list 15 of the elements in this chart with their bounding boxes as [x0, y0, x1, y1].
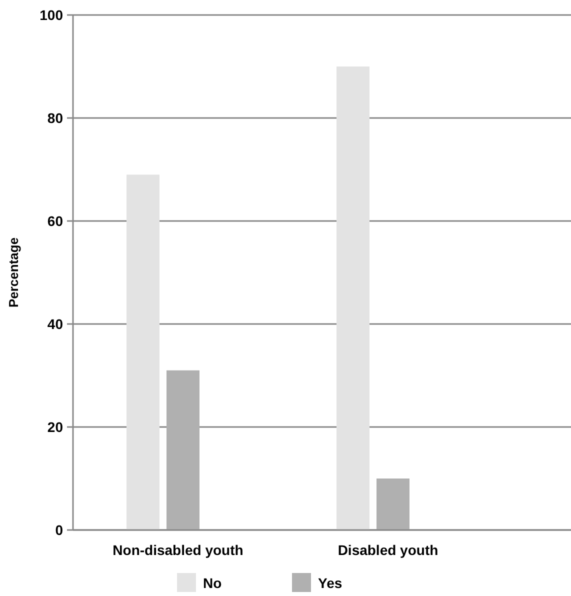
y-tick-label: 40: [47, 316, 64, 332]
y-tick-label: 100: [40, 6, 64, 23]
x-tick-label: Non-disabled youth: [112, 542, 244, 558]
y-tick-label: 0: [55, 522, 64, 538]
bar: [126, 174, 160, 530]
legend-label: Yes: [318, 574, 342, 591]
y-tick-label: 60: [47, 212, 64, 229]
bar: [376, 478, 410, 530]
x-tick-label: Disabled youth: [338, 542, 438, 558]
y-tick-label: 80: [47, 110, 64, 126]
bar: [166, 370, 200, 530]
legend-label: No: [203, 574, 222, 591]
y-tick-label: 20: [47, 418, 64, 435]
y-axis-title: Percentage: [6, 237, 21, 308]
bar: [336, 66, 370, 530]
